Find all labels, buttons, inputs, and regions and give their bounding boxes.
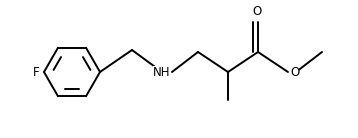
Text: NH: NH <box>153 66 171 79</box>
Text: F: F <box>33 66 40 79</box>
Text: O: O <box>290 66 299 79</box>
Text: O: O <box>252 5 262 18</box>
